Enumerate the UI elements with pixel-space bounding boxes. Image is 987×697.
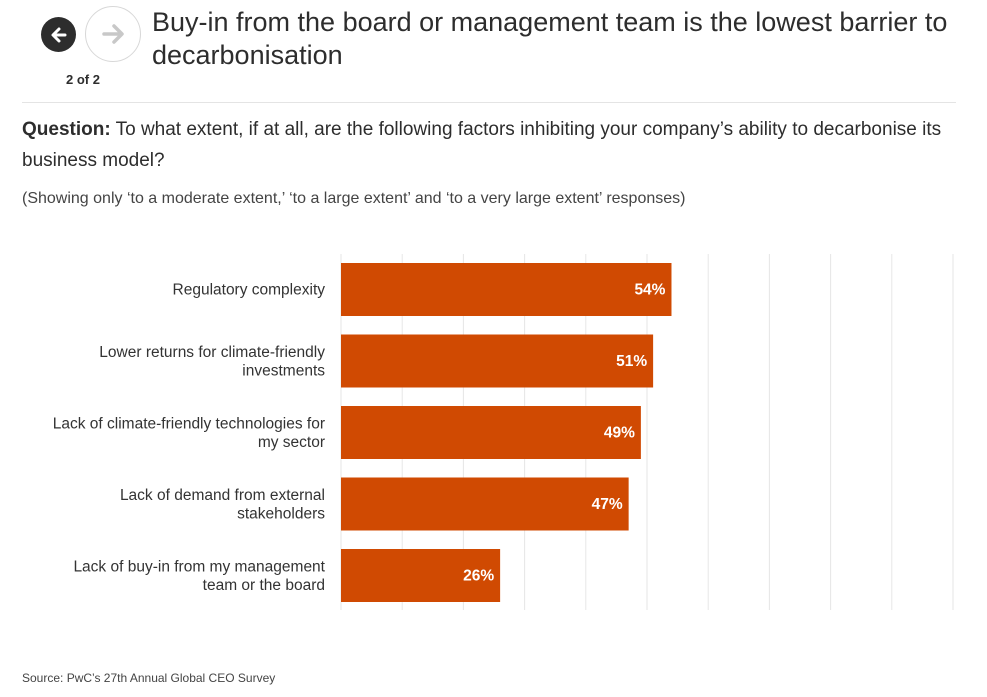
slide-navigation: 2 of 2 <box>40 6 141 90</box>
arrow-left-icon <box>51 27 66 42</box>
chart-subtitle: (Showing only ‘to a moderate extent,’ ‘t… <box>22 190 686 207</box>
category-label: Lack of demand from external stakeholders <box>120 487 325 523</box>
data-label: 49% <box>604 425 635 442</box>
arrow-right-icon <box>102 24 124 44</box>
data-label: 54% <box>634 282 665 299</box>
chart-title: Buy-in from the board or management team… <box>152 7 948 70</box>
category-label: Lower returns for climate-friendly invest… <box>99 344 325 380</box>
bars <box>341 263 672 602</box>
page-indicator: 2 of 2 <box>66 72 100 87</box>
category-label: Lack of buy-in from my management team or… <box>73 558 325 594</box>
source-note: Source: PwC’s 27th Annual Global CEO Sur… <box>22 671 276 685</box>
data-label: 51% <box>616 353 647 370</box>
bar <box>341 406 641 459</box>
divider <box>22 102 956 103</box>
category-label: Regulatory complexity <box>173 282 326 299</box>
category-labels: Regulatory complexity Lower returns for c… <box>53 282 326 594</box>
question-text: To what extent, if at all, are the follo… <box>22 119 942 171</box>
data-label: 26% <box>463 568 494 585</box>
data-label: 47% <box>592 496 623 513</box>
bar <box>341 334 654 388</box>
bar <box>341 263 672 316</box>
previous-button[interactable] <box>41 17 76 52</box>
data-labels: 54% 51% 49% 47% 26% <box>463 282 666 585</box>
next-button[interactable] <box>85 6 141 62</box>
question: Question: To what extent, if at all, are… <box>22 114 962 176</box>
bar <box>341 477 629 531</box>
category-label: Lack of climate-friendly technologies fo… <box>53 415 325 451</box>
bar <box>341 549 501 602</box>
question-label: Question: <box>22 119 111 140</box>
